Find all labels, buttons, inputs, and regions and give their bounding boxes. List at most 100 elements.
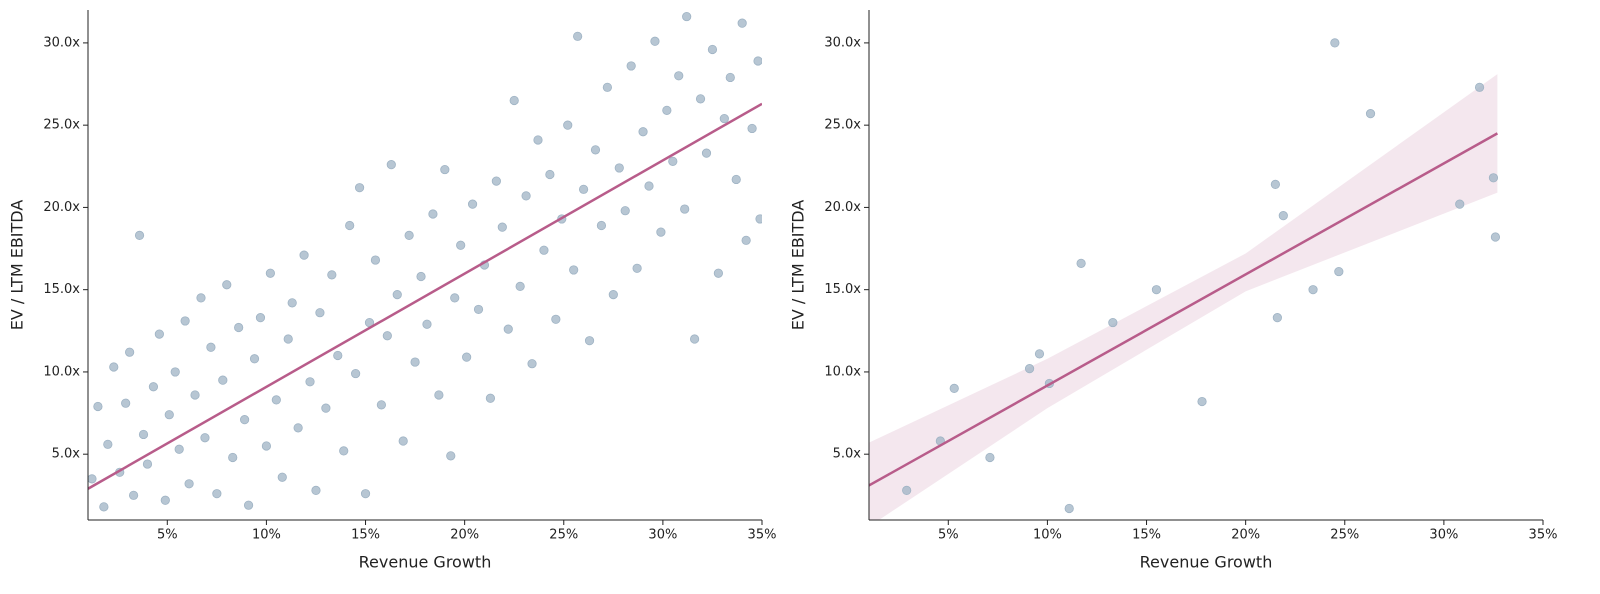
point (456, 240, 466, 250)
point (422, 319, 432, 329)
point (354, 183, 365, 193)
point (134, 230, 145, 240)
point (1024, 364, 1035, 374)
point (725, 72, 735, 83)
x-tick-label: 30% (1429, 528, 1458, 543)
point (467, 199, 478, 209)
point (668, 156, 678, 166)
y-tick-label: 30.0x (43, 35, 80, 50)
point (638, 127, 648, 137)
point (626, 61, 636, 71)
y-axis-label: EV / LTM EBITDA (789, 200, 808, 331)
point (1197, 396, 1207, 407)
point (376, 400, 386, 410)
point (539, 245, 549, 255)
point (1455, 199, 1465, 209)
point (243, 500, 254, 510)
point (283, 334, 293, 344)
point (450, 293, 460, 303)
point (1474, 82, 1485, 92)
x-axis-label: Revenue Growth (359, 553, 492, 572)
point (327, 270, 337, 280)
point (747, 123, 757, 134)
point (222, 280, 232, 290)
point (370, 255, 381, 265)
point (109, 362, 119, 372)
point (398, 436, 408, 446)
point (255, 313, 266, 323)
point (545, 169, 555, 180)
point (1490, 232, 1501, 242)
point (148, 382, 159, 392)
x-tick-label: 10% (1033, 528, 1062, 543)
y-tick-label: 15.0x (43, 282, 80, 297)
point (321, 403, 331, 413)
point (382, 331, 392, 341)
point (563, 120, 573, 130)
point (410, 357, 420, 367)
point (731, 174, 741, 185)
point (240, 415, 250, 425)
point (1064, 503, 1074, 514)
x-tick-label: 5% (157, 528, 178, 543)
x-tick-label: 15% (1132, 528, 1161, 543)
point (573, 31, 583, 41)
point (212, 489, 222, 499)
confidence-band (869, 74, 1498, 520)
plot-area (869, 38, 1501, 520)
point (662, 105, 672, 115)
y-tick-label: 20.0x (43, 200, 80, 215)
point (333, 350, 343, 361)
point (440, 164, 450, 175)
point (1330, 38, 1340, 48)
point (293, 423, 303, 433)
point (196, 293, 206, 303)
point (234, 322, 244, 333)
y-tick-label: 30.0x (824, 35, 861, 50)
point (416, 271, 426, 282)
point (614, 163, 624, 173)
point (1334, 266, 1344, 277)
x-tick-label: 35% (1529, 528, 1558, 543)
point (1151, 285, 1162, 295)
point (753, 56, 762, 66)
point (287, 298, 297, 308)
point (1488, 173, 1499, 183)
y-tick-label: 20.0x (824, 200, 861, 215)
point (632, 263, 642, 273)
point (103, 439, 113, 449)
point (985, 452, 995, 463)
point (228, 452, 238, 463)
point (491, 176, 501, 186)
point (608, 290, 618, 300)
point (200, 433, 210, 443)
point (503, 324, 513, 334)
point (473, 304, 484, 315)
x-tick-label: 25% (1330, 528, 1359, 543)
y-tick-label: 25.0x (824, 118, 861, 133)
point (1278, 211, 1288, 221)
point (160, 495, 170, 505)
x-tick-label: 10% (252, 528, 281, 543)
point (1076, 258, 1086, 268)
point (1272, 313, 1282, 323)
point (551, 314, 561, 324)
point (515, 281, 525, 291)
point (271, 395, 281, 405)
point (1365, 109, 1376, 119)
point (339, 446, 349, 456)
point (695, 94, 706, 104)
point (707, 44, 718, 55)
point (351, 368, 361, 379)
point (1308, 285, 1318, 295)
point (682, 11, 692, 22)
point (345, 220, 355, 231)
x-tick-label: 15% (351, 528, 380, 543)
point (206, 342, 216, 352)
y-tick-label: 25.0x (43, 118, 80, 133)
point (125, 347, 135, 357)
y-tick-label: 5.0x (52, 447, 81, 462)
point (184, 479, 194, 489)
point (311, 485, 321, 495)
